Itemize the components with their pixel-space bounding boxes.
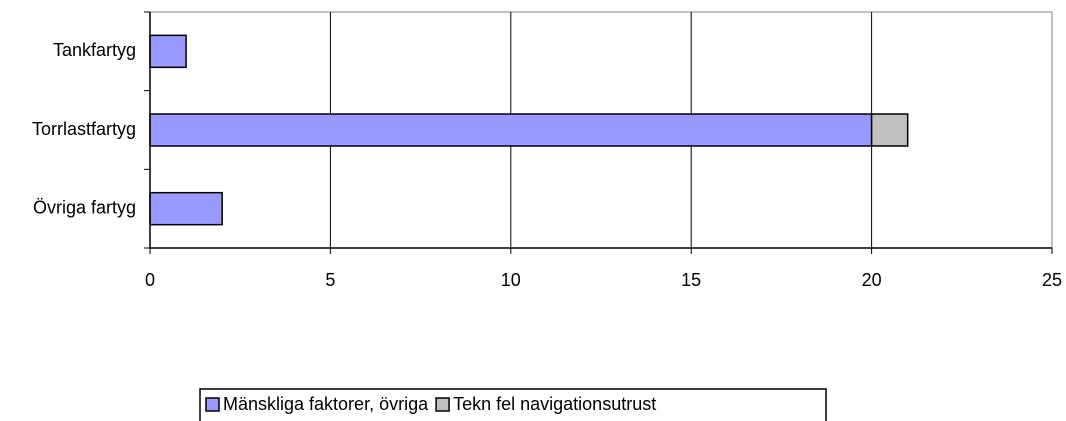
legend-box [199, 388, 827, 421]
bar [149, 191, 223, 226]
bar [149, 113, 873, 147]
x-tick-label: 0 [145, 270, 155, 290]
bar [149, 34, 187, 69]
y-tick-label: Torrlastfartyg [32, 119, 136, 139]
legend-label: Tekn fel navigationsutrust [453, 394, 656, 414]
x-tick-label: 15 [681, 270, 701, 290]
bar [870, 113, 909, 147]
legend-swatch [435, 397, 450, 412]
x-tick-label: 25 [1042, 270, 1062, 290]
x-tick-label: 20 [862, 270, 882, 290]
y-tick-label: Övriga fartyg [33, 197, 136, 217]
legend-swatch [205, 397, 220, 412]
x-tick-label: 10 [501, 270, 521, 290]
x-tick-label: 5 [325, 270, 335, 290]
legend-label: Mänskliga faktorer, övriga [223, 394, 429, 414]
y-tick-label: Tankfartyg [53, 40, 136, 60]
